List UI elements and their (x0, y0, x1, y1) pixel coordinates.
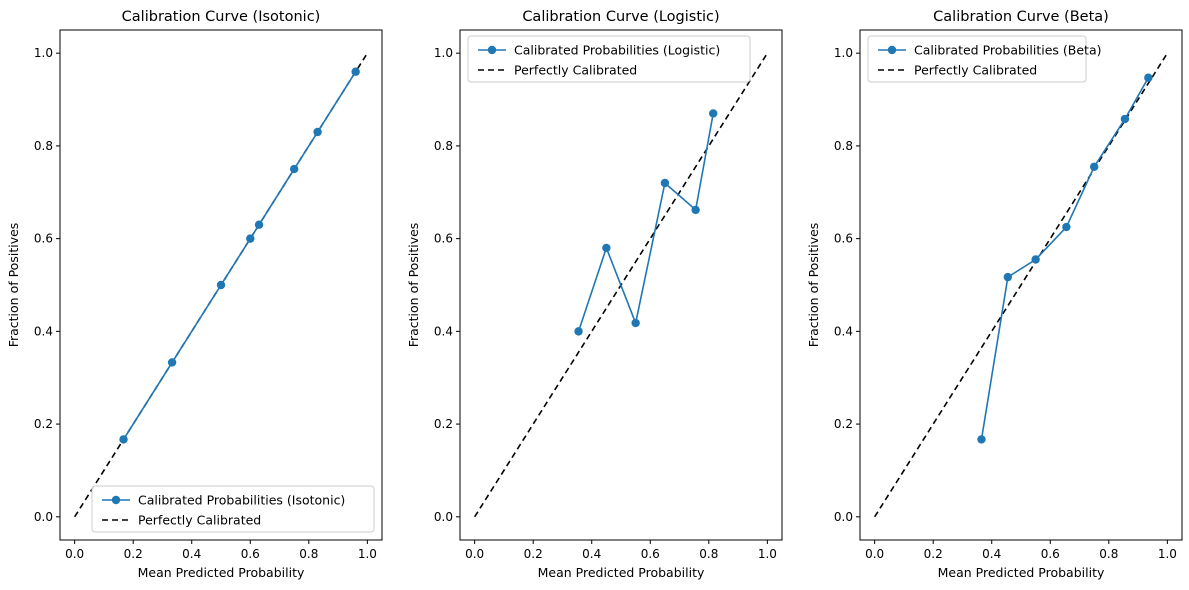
y-axis-label: Fraction of Positives (806, 223, 821, 348)
calibration-point (167, 358, 177, 367)
calibration-point (691, 205, 700, 215)
legend: Calibrated Probabilities (Isotonic) Perfe… (91, 485, 375, 533)
calibration-point (351, 67, 360, 76)
y-tick-label: 0.8 (34, 139, 53, 153)
x-tick-label: 0.0 (865, 547, 884, 561)
y-tick-label: 1.0 (834, 46, 853, 60)
x-tick-label: 0.8 (699, 547, 718, 561)
legend-label: Perfectly Calibrated (514, 63, 637, 78)
y-tick-label: 0.8 (834, 139, 853, 153)
x-tick-label: 0.4 (582, 547, 601, 561)
calibration-point (1031, 255, 1040, 264)
x-axis-label: Mean Predicted Probability (138, 565, 305, 580)
y-tick-label: 0.6 (434, 232, 453, 246)
calibration-point (119, 435, 128, 444)
legend: Calibrated Probabilities (Beta) Perfectly… (867, 35, 1101, 83)
x-tick-label: 0.0 (465, 547, 484, 561)
x-tick-label: 1.0 (758, 547, 777, 561)
y-axis-label: Fraction of Positives (406, 223, 421, 348)
legend-box (867, 35, 1087, 83)
y-tick-label: 0.6 (34, 232, 53, 246)
y-tick-label: 0.8 (434, 139, 453, 153)
x-tick-label: 0.4 (182, 547, 201, 561)
calibration-series-line (577, 113, 714, 332)
legend-box (91, 485, 375, 533)
calibration-point (602, 243, 611, 253)
plot-frame (59, 29, 383, 541)
calibration-point (1089, 162, 1099, 171)
x-tick-label: 0.2 (924, 547, 943, 561)
y-tick-label: 0.0 (434, 510, 453, 524)
x-tick-label: 0.2 (524, 547, 543, 561)
legend-box (467, 35, 751, 83)
x-tick-label: 0.6 (1041, 547, 1060, 561)
x-tick-label: 0.4 (982, 547, 1001, 561)
calibration-series-line (980, 77, 1150, 440)
legend-label: Calibrated Probabilities (Beta) (914, 43, 1101, 58)
calibration-point (1062, 222, 1071, 232)
calibration-series-line (122, 71, 357, 440)
y-tick-label: 0.4 (34, 324, 53, 338)
legend-marker (887, 45, 897, 55)
calibration-point (216, 280, 226, 290)
y-tick-label: 0.4 (434, 324, 453, 338)
calibration-point (246, 234, 255, 243)
calibration-point (289, 164, 299, 174)
x-tick-label: 0.6 (241, 547, 260, 561)
x-tick-label: 0.8 (1099, 547, 1118, 561)
chart-title: Calibration Curve (Isotonic) (122, 9, 321, 25)
y-tick-label: 0.2 (834, 417, 853, 431)
y-tick-label: 1.0 (34, 46, 53, 60)
plot-frame (459, 29, 783, 541)
x-tick-label: 1.0 (1158, 547, 1177, 561)
x-tick-label: 0.8 (299, 547, 318, 561)
calibration-point (313, 127, 322, 137)
chart-panel-3: Calibration Curve (Beta) Mean Predicted P… (806, 9, 1183, 580)
chart-title: Calibration Curve (Beta) (933, 9, 1109, 25)
calibration-point (660, 178, 670, 188)
calibration-point (574, 327, 583, 336)
legend-label: Calibrated Probabilities (Logistic) (514, 43, 720, 58)
calibration-point (1144, 73, 1153, 82)
legend-marker (487, 45, 497, 55)
y-tick-label: 0.2 (34, 417, 53, 431)
chart-panel-2: Calibration Curve (Logistic) Mean Predict… (406, 9, 783, 580)
chart-title: Calibration Curve (Logistic) (522, 9, 719, 25)
y-axis-label: Fraction of Positives (6, 223, 21, 348)
x-tick-label: 0.0 (65, 547, 84, 561)
x-tick-label: 1.0 (358, 547, 377, 561)
y-tick-label: 0.6 (834, 232, 853, 246)
plot-frame (859, 29, 1183, 541)
legend: Calibrated Probabilities (Logistic) Perfe… (467, 35, 751, 83)
legend-label: Perfectly Calibrated (914, 63, 1037, 78)
x-tick-label: 0.2 (124, 547, 143, 561)
calibration-point (1003, 272, 1013, 282)
calibration-point (631, 318, 640, 328)
y-tick-label: 0.4 (834, 324, 853, 338)
legend-marker (111, 495, 121, 505)
calibration-point (709, 109, 718, 118)
y-tick-label: 1.0 (434, 46, 453, 60)
x-axis-label: Mean Predicted Probability (938, 565, 1105, 580)
chart-panel-1: Calibration Curve (Isotonic) Mean Predict… (6, 9, 383, 580)
legend-label: Perfectly Calibrated (138, 513, 261, 528)
y-tick-label: 0.0 (834, 510, 853, 524)
legend-label: Calibrated Probabilities (Isotonic) (138, 493, 345, 508)
calibration-point (254, 220, 264, 229)
y-tick-label: 0.2 (434, 417, 453, 431)
perfect-calibration-line (873, 52, 1169, 518)
x-tick-label: 0.6 (641, 547, 660, 561)
y-tick-label: 0.0 (34, 510, 53, 524)
calibration-point (977, 435, 986, 444)
x-axis-label: Mean Predicted Probability (538, 565, 705, 580)
calibration-point (1120, 114, 1130, 124)
